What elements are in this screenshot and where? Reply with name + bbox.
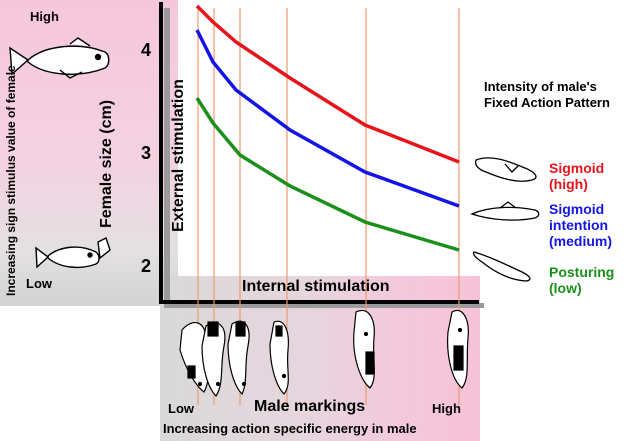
- male-sigmoid-intention-sketch: [470, 201, 540, 221]
- female-size-axis-label: Female size (cm): [98, 99, 115, 228]
- male-marking-fish-5: [353, 309, 375, 389]
- male-marking-fish-2: [201, 321, 226, 397]
- legend-sigmoid-intention-line2: intention: [549, 217, 609, 233]
- x-axis-shadow: [164, 303, 484, 308]
- legend-sigmoid-intention-line3: (medium): [549, 233, 612, 249]
- left-axis-low-label: Low: [26, 276, 52, 291]
- male-marking-fish-6: [447, 309, 469, 389]
- female-fish-small: [35, 237, 111, 269]
- x-axis-line: [159, 300, 479, 304]
- male-marking-fish-1: [179, 322, 209, 393]
- curve-posturing: [195, 97, 460, 252]
- curve-sigmoid-intention: [195, 29, 460, 208]
- male-posturing-sketch: [472, 251, 531, 282]
- female-fish-large: [9, 37, 110, 79]
- legend-sigmoid-intention-line1: Sigmoid: [549, 201, 605, 217]
- legend-title-line2: Fixed Action Pattern: [484, 95, 610, 110]
- curve-sigmoid-high: [195, 4, 460, 164]
- sign-stimulus-axis-label: Increasing sign stimulus value of female: [4, 65, 18, 296]
- legend-posturing-line1: Posturing: [549, 264, 615, 280]
- bottom-axis-high-label: High: [432, 401, 461, 416]
- male-sigmoid-sketch: [474, 157, 537, 182]
- y-axis-shadow: [164, 8, 170, 304]
- y-axis-title: External stimulation: [170, 79, 187, 232]
- action-energy-label: Increasing action specific energy in mal…: [163, 421, 417, 436]
- male-markings-label: Male markings: [254, 398, 366, 415]
- left-axis-high-label: High: [30, 9, 59, 24]
- male-marking-fish-3: [227, 320, 250, 396]
- female-size-tick-3: 3: [141, 143, 152, 163]
- female-size-tick-2: 2: [141, 256, 152, 276]
- legend-posturing-line2: (low): [549, 280, 582, 296]
- y-axis-line: [159, 2, 163, 304]
- female-size-tick-4: 4: [141, 40, 152, 60]
- legend-sigmoid-high-line1: Sigmoid: [549, 160, 605, 176]
- legend-title-line1: Intensity of male's: [484, 79, 597, 94]
- bottom-axis-low-label: Low: [168, 401, 194, 416]
- male-marking-fish-4: [269, 320, 289, 395]
- x-axis-title: Internal stimulation: [242, 278, 390, 295]
- legend-sigmoid-high-line2: (high): [549, 176, 588, 192]
